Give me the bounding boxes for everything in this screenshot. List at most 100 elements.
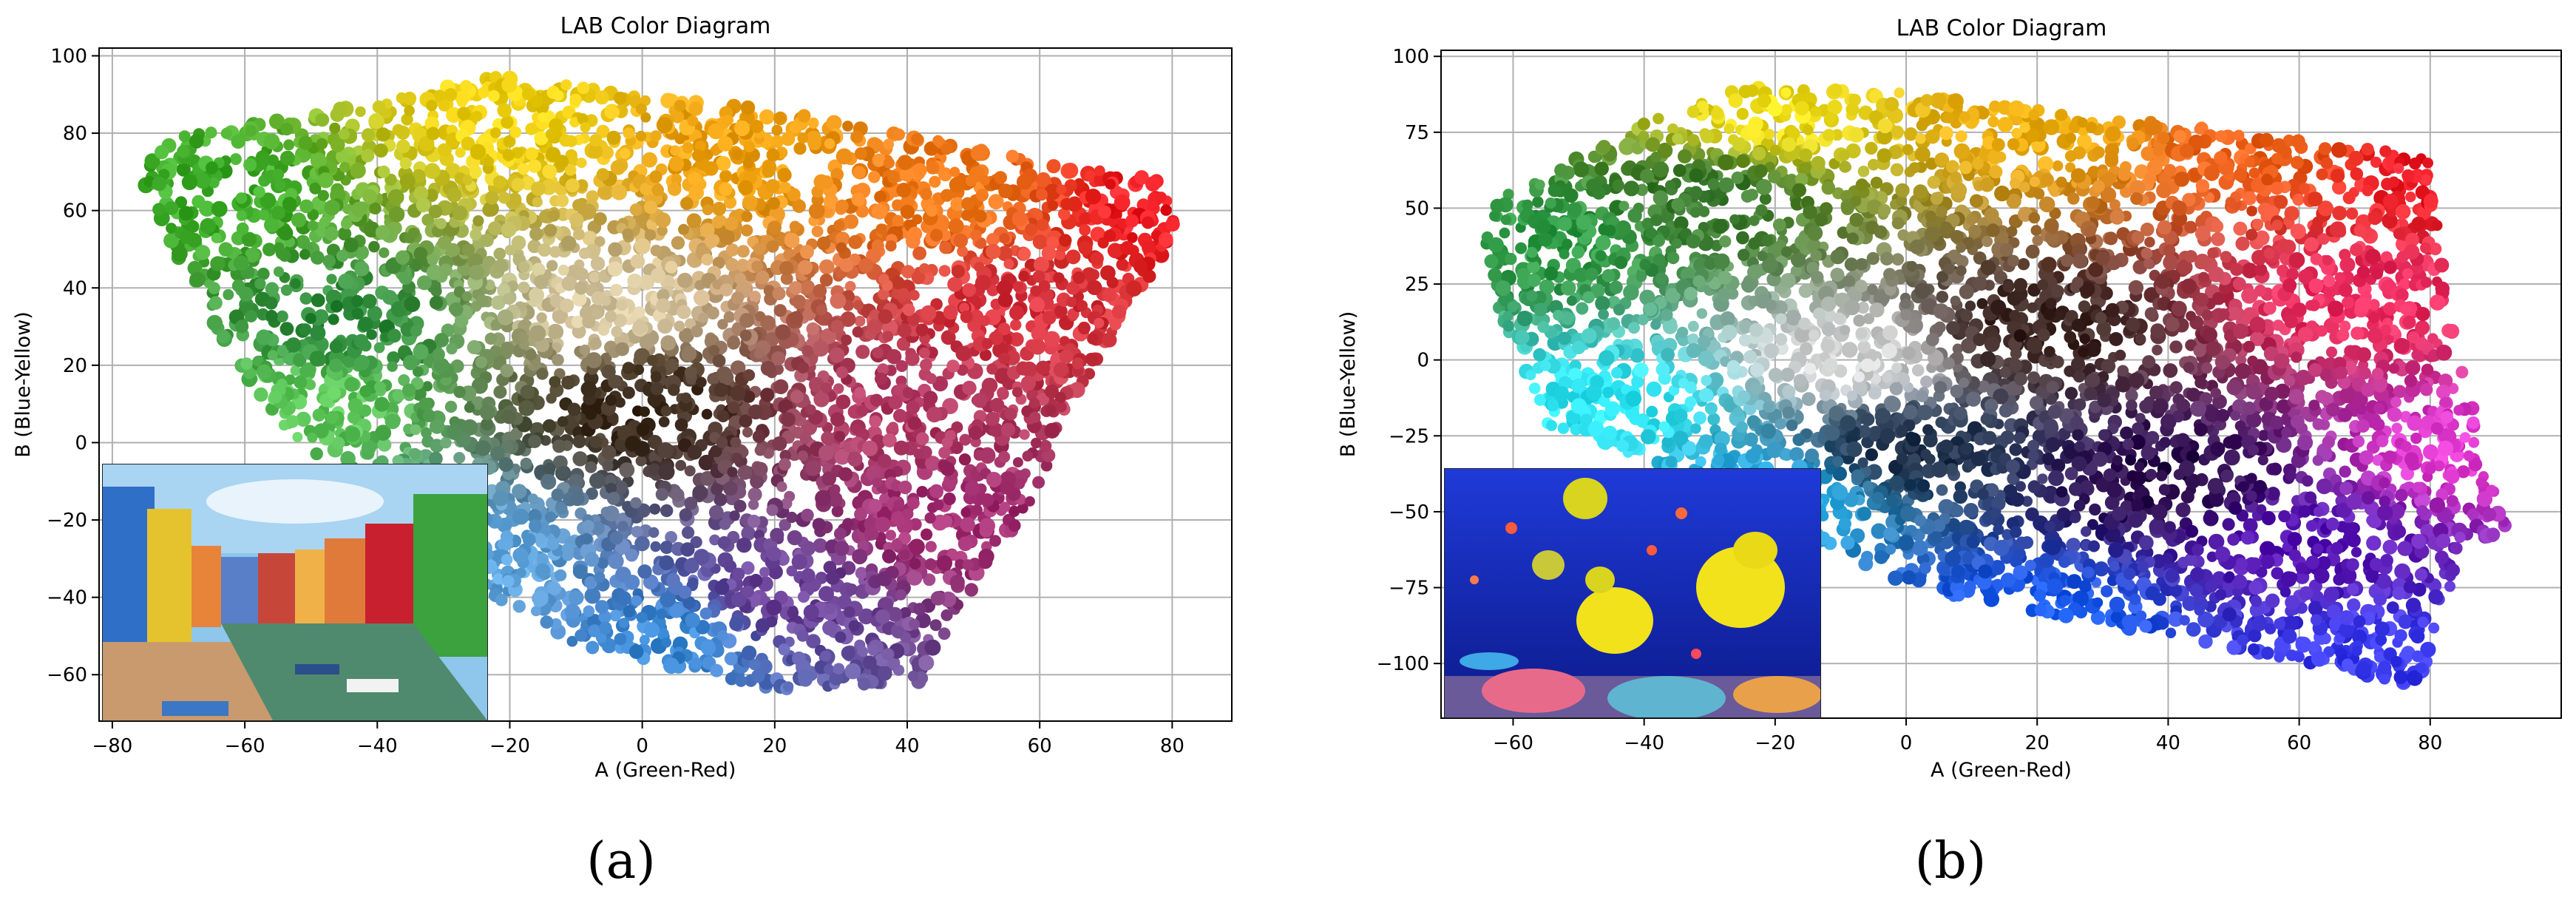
scatter-point	[724, 560, 737, 573]
scatter-point	[265, 310, 278, 322]
scatter-point	[742, 158, 754, 169]
scatter-point	[833, 663, 845, 675]
lab-scatter-chart-a: −80 −60 −40 −20 0 20 40 60 80−60−40−200204060801…	[12, 13, 1233, 782]
scatter-point	[925, 541, 937, 552]
scatter-point	[666, 572, 680, 586]
scatter-point	[257, 267, 270, 280]
scatter-point	[682, 526, 695, 539]
scatter-point	[292, 432, 303, 442]
scatter-point	[648, 435, 662, 450]
scatter-point	[692, 149, 705, 162]
scatter-point	[387, 351, 400, 365]
scatter-point	[660, 504, 674, 518]
scatter-point	[926, 204, 938, 217]
scatter-point	[630, 497, 642, 509]
scatter-point	[725, 243, 739, 257]
scatter-point	[877, 453, 892, 468]
scatter-point	[307, 220, 319, 231]
scatter-point	[569, 589, 584, 606]
scatter-point	[797, 450, 809, 462]
scatter-point	[634, 348, 650, 365]
scatter-point	[330, 138, 345, 152]
scatter-point	[775, 324, 791, 340]
scatter-point	[731, 149, 743, 160]
scatter-point	[538, 112, 549, 123]
scatter-point	[572, 291, 587, 307]
scatter-point	[955, 345, 972, 362]
scatter-point	[956, 364, 969, 376]
scatter-point	[354, 261, 370, 277]
scatter-point	[601, 638, 617, 654]
scatter-point	[615, 567, 631, 583]
scatter-point	[491, 295, 506, 311]
scatter-point	[1036, 218, 1049, 231]
scatter-point	[1003, 258, 1014, 269]
scatter-point	[867, 644, 879, 656]
scatter-point	[793, 142, 807, 155]
scatter-point	[492, 573, 504, 585]
scatter-point	[396, 139, 410, 154]
scatter-point	[271, 206, 285, 220]
scatter-point	[639, 335, 654, 351]
scatter-point	[835, 231, 850, 246]
scatter-point	[339, 161, 350, 173]
scatter-point	[674, 99, 686, 112]
scatter-point	[1039, 439, 1052, 453]
scatter-point	[997, 387, 1009, 399]
scatter-point	[874, 372, 887, 385]
scatter-point	[1006, 149, 1020, 163]
scatter-point	[668, 182, 682, 196]
scatter-point	[413, 366, 424, 377]
scatter-point	[586, 352, 603, 368]
x-tick-label: 0	[636, 735, 648, 757]
scatter-point	[601, 365, 616, 379]
scatter-point	[714, 382, 728, 398]
scatter-point	[614, 397, 626, 408]
scatter-point	[794, 371, 806, 382]
lab-scatter-chart-b: −60 −40 −20 0 20 40 60 80−100−75−50−25025507510…	[1337, 16, 2562, 782]
scatter-point	[292, 353, 307, 368]
scatter-point	[712, 354, 726, 368]
scatter-point	[911, 132, 923, 145]
scatter-point	[961, 197, 975, 211]
scatter-point	[808, 203, 825, 220]
scatter-point	[164, 201, 179, 215]
scatter-point	[1035, 189, 1048, 201]
scatter-point	[194, 173, 211, 189]
scatter-point	[787, 606, 799, 619]
scatter-point	[525, 123, 538, 135]
scatter-point	[674, 320, 685, 332]
scatter-point	[580, 122, 591, 133]
scatter-point	[607, 261, 623, 277]
scatter-point	[779, 450, 792, 462]
scatter-point	[742, 195, 758, 211]
scatter-point	[545, 128, 557, 140]
scatter-point	[498, 192, 510, 204]
scatter-point	[965, 175, 977, 187]
scatter-point	[642, 152, 657, 168]
scatter-point	[932, 135, 944, 146]
scatter-point	[786, 565, 798, 577]
scatter-point	[542, 419, 557, 433]
scatter-point	[940, 462, 955, 476]
y-tick-label: −40	[47, 587, 87, 609]
scatter-point	[600, 507, 611, 518]
scatter-point	[409, 447, 421, 460]
scatter-point	[796, 629, 809, 642]
scatter-point	[643, 200, 658, 214]
y-tick-label: 60	[63, 200, 87, 223]
scatter-point	[1044, 331, 1060, 348]
scatter-point	[1066, 281, 1080, 295]
scatter-point	[2144, 237, 2155, 248]
scatter-point	[962, 283, 976, 297]
x-tick-label: 20	[762, 735, 787, 757]
scatter-point	[813, 340, 829, 357]
scatter-point	[525, 348, 537, 361]
scatter-point	[999, 233, 1010, 244]
scatter-point	[924, 639, 941, 656]
scatter-point	[240, 357, 253, 371]
scatter-point	[309, 182, 322, 195]
x-tick-label: 60	[1028, 735, 1052, 757]
scatter-point	[980, 175, 990, 186]
scatter-point	[373, 143, 388, 158]
